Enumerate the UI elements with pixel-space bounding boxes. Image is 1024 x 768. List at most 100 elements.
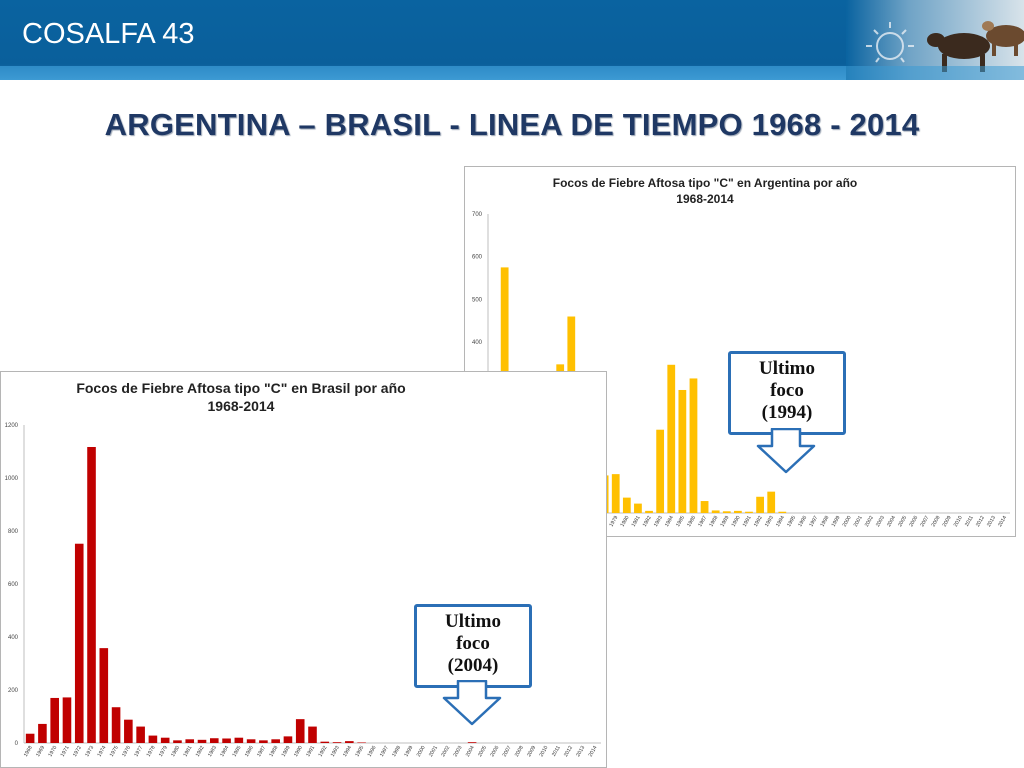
argentina-bar-1994 [778, 511, 787, 513]
arrow-down-icon [442, 680, 502, 726]
argentina-bar-1991 [745, 511, 753, 513]
brasil-bar-1979 [160, 737, 170, 743]
argentina-x-tick-label: 1987 [697, 515, 708, 528]
argentina-x-tick-label: 2008 [931, 515, 942, 528]
argentina-x-tick-label: 1991 [742, 515, 753, 528]
brasil-x-tick-label: 2004 [465, 745, 476, 758]
brasil-bar-1973 [87, 446, 96, 743]
argentina-x-tick-label: 2014 [997, 515, 1008, 528]
brasil-x-tick-label: 2012 [563, 745, 574, 758]
brasil-x-tick-label: 2007 [502, 745, 513, 758]
brasil-bar-1986 [246, 739, 256, 743]
brasil-bar-1985 [234, 737, 244, 743]
brasil-x-tick-label: 2003 [453, 745, 464, 758]
argentina-x-tick-label: 1979 [608, 515, 619, 528]
brasil-bar-1992 [320, 741, 330, 743]
brasil-bar-1978 [148, 735, 158, 743]
brasil-bar-1975 [111, 707, 121, 743]
brasil-x-tick-label: 2008 [514, 745, 525, 758]
brasil-bar-1974 [99, 648, 109, 743]
brasil-x-tick-label: 1976 [121, 745, 132, 758]
argentina-x-tick-label: 1989 [720, 515, 731, 528]
brasil-y-tick-label: 200 [8, 688, 19, 694]
brasil-bar-1977 [136, 726, 145, 743]
argentina-last-outbreak-callout: Ultimo foco (1994) [728, 351, 846, 435]
brasil-bar-1990 [295, 719, 305, 743]
brasil-x-tick-label: 1985 [232, 745, 243, 758]
argentina-bar-1988 [711, 510, 720, 513]
brasil-x-tick-label: 1969 [35, 745, 46, 758]
brasil-y-tick-label: 0 [15, 741, 19, 747]
argentina-x-tick-label: 2002 [864, 515, 875, 528]
header-title: COSALFA 43 [22, 18, 195, 50]
argentina-x-tick-label: 1990 [731, 515, 742, 528]
brasil-x-tick-label: 1986 [244, 745, 255, 758]
brasil-x-tick-label: 2010 [539, 745, 550, 758]
brasil-y-tick-label: 1000 [5, 476, 19, 482]
brasil-bar-1969 [38, 723, 47, 743]
argentina-bar-1980 [622, 497, 631, 513]
callout-line: Ultimo [445, 611, 501, 632]
brasil-x-tick-label: 2002 [440, 745, 451, 758]
argentina-bar-1986 [689, 378, 698, 513]
brasil-x-tick-label: 1971 [60, 745, 71, 758]
brasil-x-tick-label: 1991 [305, 745, 316, 758]
brasil-bar-1980 [173, 740, 182, 743]
brasil-bar-1970 [50, 697, 59, 743]
callout-line: foco [770, 380, 804, 401]
brasil-bar-1994 [345, 741, 354, 743]
brasil-chart-svg: Focos de Fiebre Aftosa tipo "C" en Brasi… [5, 380, 601, 758]
brasil-y-tick-label: 600 [8, 582, 19, 588]
argentina-bar-1990 [734, 510, 742, 513]
argentina-x-tick-label: 1980 [620, 515, 631, 528]
brasil-x-tick-label: 1987 [256, 745, 267, 758]
argentina-x-tick-label: 2006 [908, 515, 919, 528]
argentina-bar-1981 [634, 503, 642, 513]
brasil-x-tick-label: 1975 [109, 745, 120, 758]
brasil-x-tick-label: 2009 [526, 745, 537, 758]
brasil-bar-1991 [308, 726, 317, 743]
header-accent-line [0, 66, 1024, 80]
brasil-bar-1971 [62, 697, 72, 743]
argentina-x-tick-label: 1997 [808, 515, 819, 528]
brasil-x-tick-label: 1999 [403, 745, 414, 758]
brasil-x-tick-label: 1994 [342, 745, 353, 758]
argentina-x-tick-label: 2000 [842, 515, 853, 528]
brasil-bar-1987 [259, 740, 268, 743]
argentina-x-tick-label: 1996 [797, 515, 808, 528]
callout-line: (2004) [447, 655, 499, 676]
brasil-x-tick-label: 2005 [477, 745, 488, 758]
brasil-x-tick-label: 1968 [23, 745, 34, 758]
argentina-x-tick-label: 1994 [775, 515, 786, 528]
argentina-x-tick-label: 1986 [686, 515, 697, 528]
brasil-y-tick-label: 800 [8, 529, 19, 535]
brasil-bar-1993 [332, 742, 342, 743]
argentina-x-tick-label: 2010 [953, 515, 964, 528]
brasil-x-tick-label: 1996 [367, 745, 378, 758]
brasil-x-tick-label: 1980 [170, 745, 181, 758]
argentina-y-tick-label: 700 [472, 212, 483, 218]
brasil-x-tick-label: 2001 [428, 745, 439, 758]
brasil-y-tick-label: 1200 [5, 423, 19, 429]
brasil-bar-1972 [74, 543, 84, 743]
argentina-x-tick-label: 1988 [708, 515, 719, 528]
argentina-x-tick-label: 1998 [820, 515, 831, 528]
brasil-x-tick-label: 1974 [97, 745, 108, 758]
header-bar: COSALFA 43 [0, 0, 1024, 80]
brasil-bar-1988 [271, 739, 280, 743]
brasil-x-tick-label: 2014 [588, 745, 599, 758]
brasil-bar-2004 [467, 742, 477, 743]
argentina-bar-1985 [678, 389, 687, 513]
brasil-bar-1989 [283, 736, 293, 743]
argentina-x-tick-label: 1992 [753, 515, 764, 528]
argentina-x-tick-label: 1999 [831, 515, 842, 528]
brasil-x-tick-label: 1998 [391, 745, 402, 758]
brasil-bar-1995 [357, 742, 366, 743]
argentina-x-tick-label: 1983 [653, 515, 664, 528]
brasil-x-tick-label: 1970 [47, 745, 58, 758]
argentina-x-tick-label: 1984 [664, 515, 675, 528]
brasil-x-tick-label: 1988 [268, 745, 279, 758]
brasil-x-tick-label: 1989 [281, 745, 292, 758]
brasil-chart-subtitle: 1968-2014 [208, 398, 275, 414]
brasil-bar-1984 [222, 738, 231, 743]
